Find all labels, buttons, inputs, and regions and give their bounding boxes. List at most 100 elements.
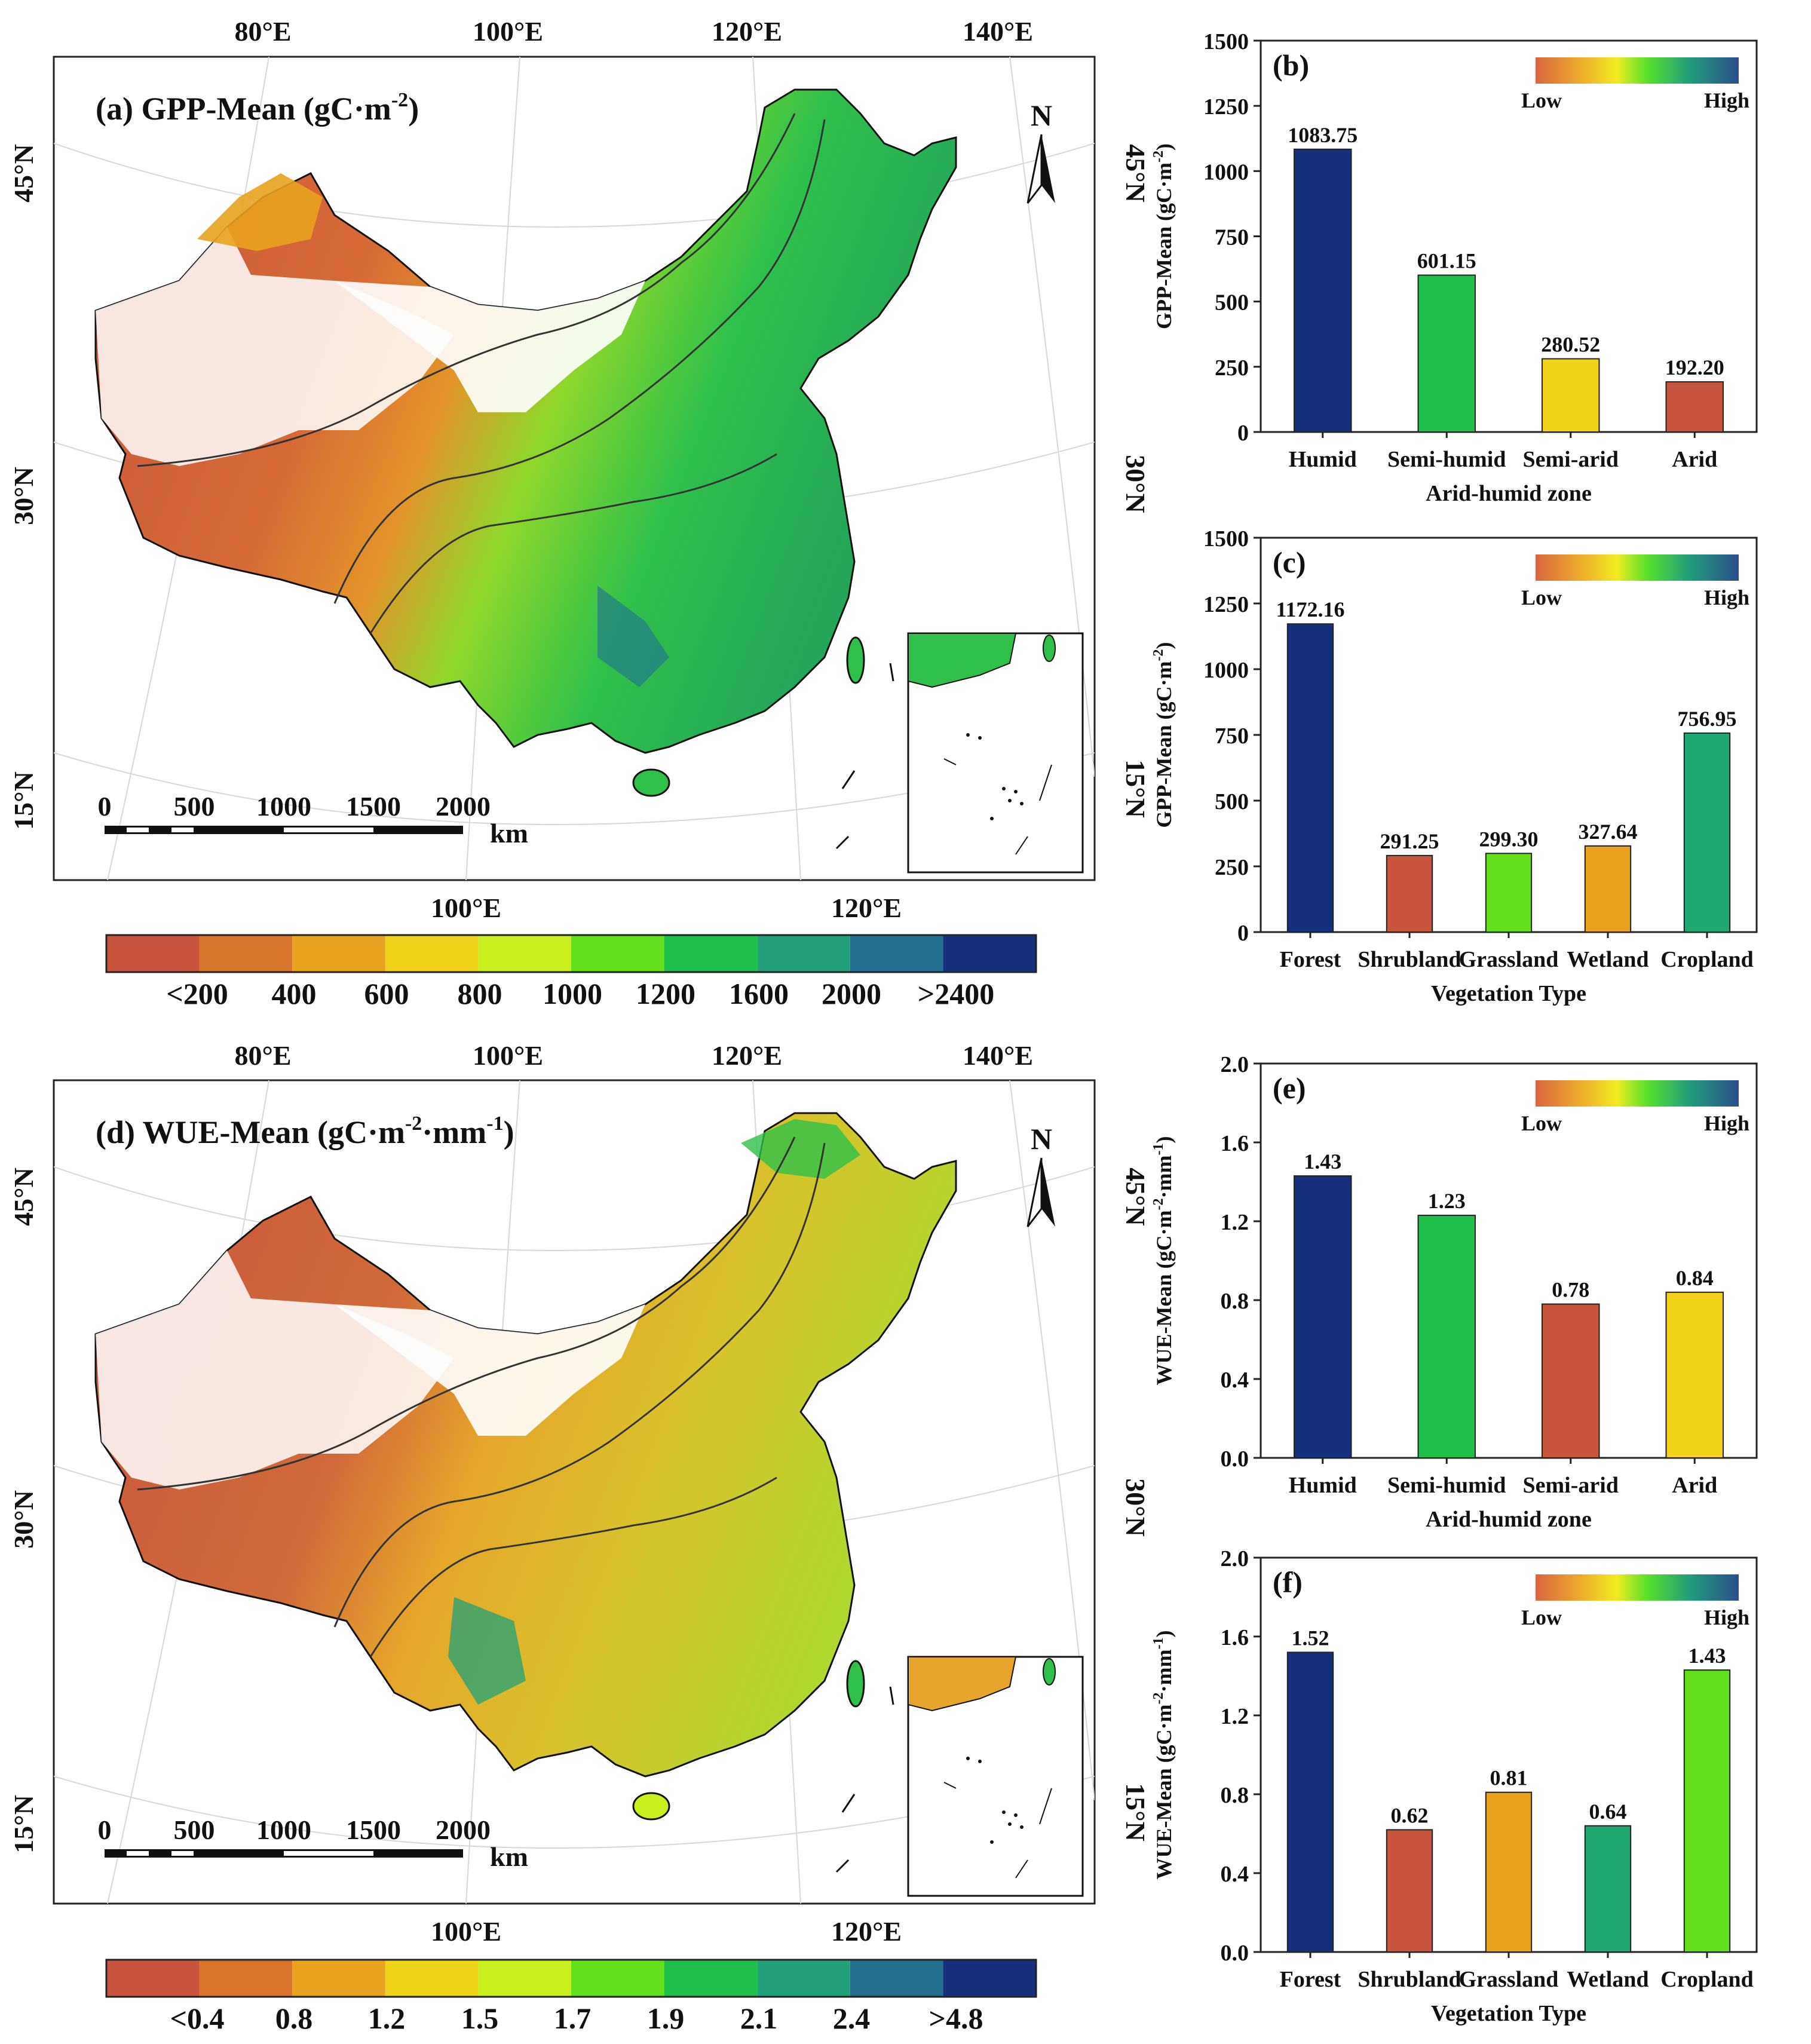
x-category-label: Shrubland: [1358, 947, 1461, 972]
lon-label-top: 120°E: [712, 16, 782, 47]
y-tick-label: 1250: [1203, 94, 1249, 119]
bar: [1683, 1669, 1731, 1953]
chart-c: 0 250 500 750 1000 1250 1500 1172.16 Forest 291.2…: [1151, 526, 1758, 1006]
nine-dash-line: [835, 663, 894, 850]
china-landmass: [94, 1112, 957, 1778]
x-category-label: Semi-arid: [1523, 1473, 1619, 1498]
chart-e: 0.0 0.4 0.8 1.2 1.6 2.0 1.43 Humid 1.23 Semi-humi…: [1151, 1052, 1758, 1532]
bar: [1417, 274, 1476, 433]
lat-label-left: 45°N: [8, 1167, 39, 1226]
y-tick-label: 0: [1237, 921, 1249, 946]
legend-swatch: [385, 1960, 479, 1997]
legend-swatch: [757, 1960, 850, 1997]
x-category-label: Shrubland: [1358, 1967, 1461, 1992]
svg-text:N: N: [1031, 99, 1052, 132]
south-china-sea-inset: [907, 1656, 1084, 1897]
lat-label-left: 15°N: [8, 771, 39, 830]
legend-label: 1.2: [368, 2002, 406, 2035]
bar-value-label: 1.52: [1292, 1626, 1329, 1650]
svg-text:2000: 2000: [436, 791, 491, 822]
southwest-high-wue: [448, 1597, 526, 1705]
legend-label: 800: [458, 977, 502, 1010]
y-tick-label: 0.8: [1221, 1289, 1249, 1314]
climate-zone-boundaries: [137, 113, 826, 634]
legend-label: 600: [364, 977, 409, 1010]
y-tick-label: 0.0: [1221, 1941, 1249, 1966]
x-category-label: Grassland: [1459, 947, 1559, 972]
legend-high-label: High: [1704, 1605, 1749, 1629]
y-axis-label: GPP-Mean (gC·m-2): [1151, 143, 1176, 329]
arid-void: [96, 227, 454, 466]
legend-swatch: [385, 935, 479, 972]
legend-swatch: [106, 935, 200, 972]
hainan-island: [632, 768, 670, 797]
xinjiang-north: [197, 173, 323, 251]
bar: [1542, 1303, 1600, 1459]
bar: [1584, 845, 1632, 933]
bar-value-label: 1083.75: [1288, 123, 1358, 147]
legend-label: 2.4: [833, 2002, 871, 2035]
x-axis-label: Vegetation Type: [1431, 2001, 1586, 2026]
panel-label: (c): [1273, 546, 1306, 579]
bar: [1665, 381, 1724, 433]
legend-high-label: High: [1704, 1111, 1749, 1135]
bar-value-label: 327.64: [1579, 820, 1638, 844]
taiwan-island: [846, 636, 865, 684]
y-tick-label: 1.6: [1221, 1131, 1249, 1156]
lon-label-bottom: 100°E: [431, 893, 501, 923]
bar: [1294, 1175, 1352, 1458]
northeast-forest: [741, 1119, 860, 1179]
legend-swatch: [571, 935, 664, 972]
y-axis-label: GPP-Mean (gC·m-2): [1151, 642, 1176, 828]
y-tick-label: 2.0: [1221, 1546, 1249, 1571]
bar-value-label: 0.78: [1552, 1278, 1589, 1302]
y-tick-label: 250: [1215, 855, 1249, 880]
lat-label-left: 30°N: [8, 1490, 39, 1549]
x-category-label: Arid: [1672, 447, 1717, 472]
bar: [1386, 1829, 1433, 1953]
svg-text:0: 0: [98, 1815, 112, 1845]
climate-zone-boundaries: [137, 1136, 826, 1657]
legend-swatch: [292, 1960, 385, 1997]
y-tick-label: 1.6: [1221, 1625, 1249, 1650]
legend-label: 0.8: [275, 2002, 313, 2035]
y-tick-label: 0.8: [1221, 1783, 1249, 1808]
svg-text:km: km: [490, 818, 528, 848]
lon-label-top: 100°E: [473, 16, 543, 47]
x-category-label: Wetland: [1567, 947, 1648, 972]
svg-text:1000: 1000: [256, 1815, 311, 1845]
legend-swatch: [199, 1960, 293, 1997]
lat-label-right: 30°N: [1120, 1478, 1151, 1537]
bar-value-label: 0.84: [1676, 1266, 1714, 1290]
bar: [1485, 1791, 1533, 1953]
lat-label-left: 30°N: [8, 467, 39, 525]
y-tick-label: 500: [1215, 789, 1249, 814]
svg-text:0: 0: [98, 791, 112, 822]
legend-swatch: [850, 1960, 943, 1997]
x-category-label: Cropland: [1660, 947, 1754, 972]
lat-label-right: 45°N: [1120, 144, 1151, 203]
chart-b: 0 250 500 750 1000 1250 1500 1083.75 Humid 601.15…: [1151, 29, 1758, 506]
legend-label: 1.5: [461, 2002, 499, 2035]
low-high-gradient: [1536, 554, 1739, 581]
lon-label-top: 80°E: [234, 1040, 291, 1071]
bar-value-label: 1.43: [1689, 1644, 1726, 1668]
y-axis-label: WUE-Mean (gC·m-2·mm-1): [1151, 1136, 1176, 1386]
lon-label-top: 120°E: [712, 1040, 782, 1071]
y-tick-label: 0.0: [1221, 1447, 1249, 1472]
legend-swatch: [571, 1960, 664, 1997]
bar: [1286, 623, 1334, 933]
x-category-label: Forest: [1280, 947, 1341, 972]
svg-text:1500: 1500: [346, 1815, 401, 1845]
legend-label: 2000: [822, 977, 881, 1010]
southwest-forest: [597, 586, 669, 687]
bar: [1485, 853, 1533, 933]
wue-color-legend: <0.4 0.8 1.2 1.5 1.7 1.9 2.1 2.4 >4.8: [105, 1959, 1037, 2035]
low-high-gradient: [1536, 1080, 1739, 1107]
north-arrow-icon: N: [1026, 1122, 1055, 1227]
y-tick-label: 1250: [1203, 592, 1249, 617]
legend-label: 1.7: [554, 2002, 592, 2035]
bar: [1294, 148, 1352, 433]
lat-label-right: 15°N: [1120, 1783, 1151, 1841]
